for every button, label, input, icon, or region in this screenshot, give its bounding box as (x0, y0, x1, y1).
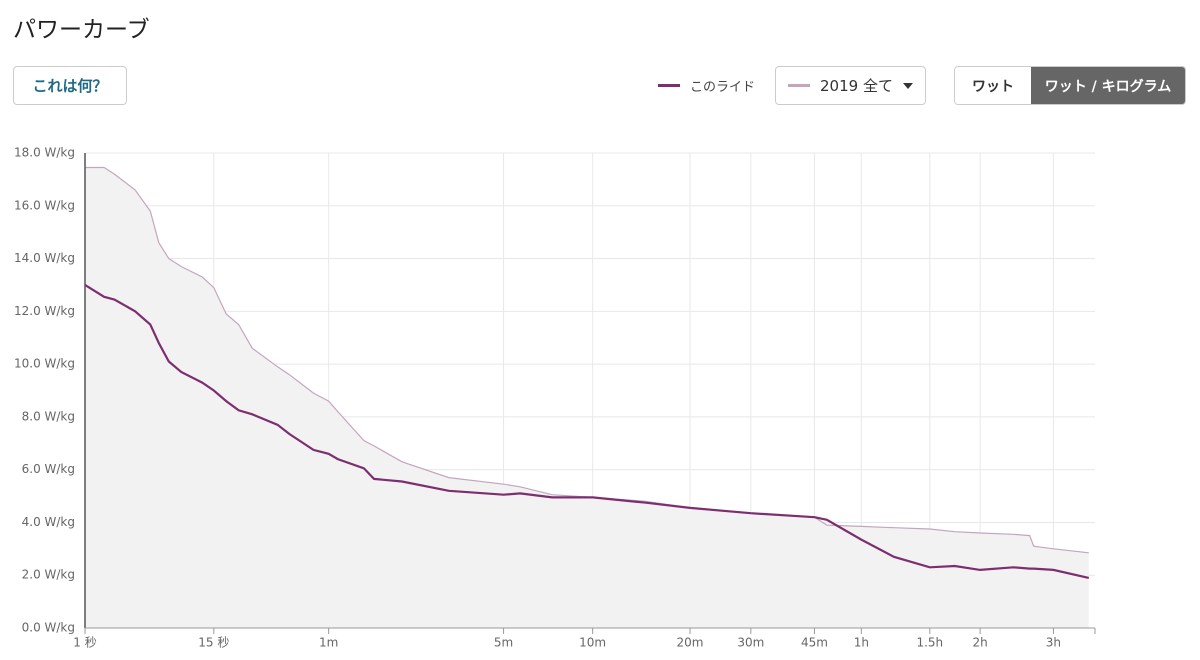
y-tick-label: 2.0 W/kg (22, 568, 75, 582)
x-tick-label: 1h (854, 636, 869, 650)
y-tick-label: 8.0 W/kg (22, 409, 75, 423)
series-line (84, 283, 1090, 579)
unit-toggle: ワット ワット / キログラム (954, 66, 1186, 105)
x-tick-label: 5m (494, 636, 513, 650)
y-tick-label: 12.0 W/kg (14, 304, 75, 318)
x-tick-label: 1.5h (916, 636, 943, 650)
legend-label: 2019 全て (820, 77, 893, 95)
y-tick-label: 10.0 W/kg (14, 357, 75, 371)
x-tick-label: 20m (677, 636, 704, 650)
area (85, 167, 1089, 628)
toggle-watt[interactable]: ワット (955, 67, 1031, 104)
legend-item: このライド (658, 74, 755, 96)
y-tick-label: 16.0 W/kg (14, 198, 75, 212)
toggle-watt-per-kg[interactable]: ワット / キログラム (1031, 67, 1185, 104)
x-tick-label: 15 秒 (198, 636, 229, 650)
y-tick-label: 0.0 W/kg (22, 621, 75, 635)
legend-label: このライド (690, 79, 756, 95)
x-tick-label: 3h (1046, 636, 1061, 650)
page-title: パワーカーブ (13, 17, 150, 43)
x-tick-label: 30m (737, 636, 764, 650)
x-tick-label: 1 秒 (73, 636, 96, 650)
series-dropdown[interactable]: 2019 全て (775, 66, 926, 105)
help-button[interactable]: これは何？ (13, 66, 127, 105)
x-tick-label: 10m (579, 636, 606, 650)
y-tick-label: 4.0 W/kg (22, 515, 75, 529)
x-tick-label: 1m (319, 636, 338, 650)
legend-swatch (788, 84, 810, 87)
y-tick-label: 18.0 W/kg (14, 146, 75, 160)
x-tick-label: 45m (801, 636, 828, 650)
series-line (85, 166, 1089, 554)
legend-swatch (658, 83, 680, 87)
y-tick-label: 6.0 W/kg (22, 462, 75, 476)
y-tick-label: 14.0 W/kg (14, 251, 75, 265)
caret (902, 82, 913, 89)
x-tick-label: 2h (972, 636, 987, 650)
